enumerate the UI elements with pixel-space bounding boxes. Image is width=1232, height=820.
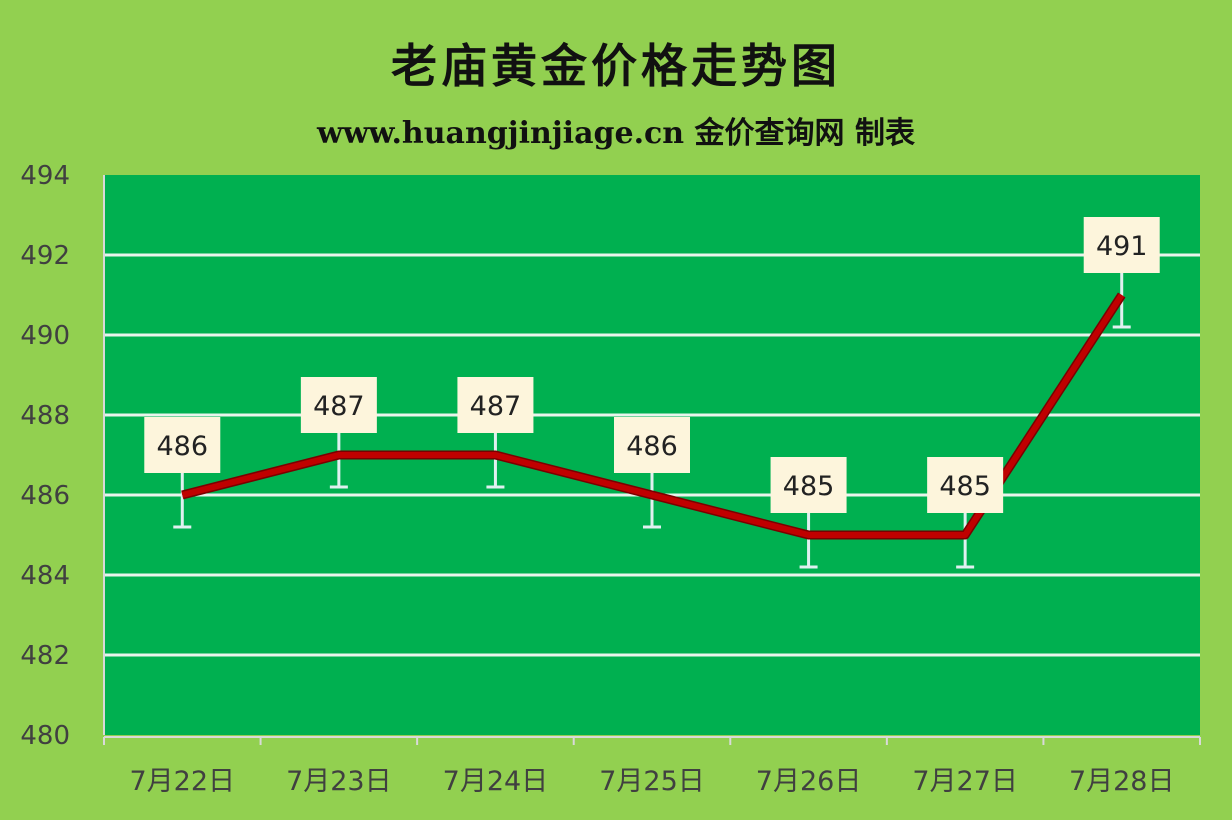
data-label-box: [1083, 217, 1160, 273]
x-tick-label: 7月26日: [756, 766, 862, 797]
data-label: 486: [157, 431, 209, 462]
y-tick-label: 486: [20, 481, 70, 511]
y-tick-label: 484: [20, 561, 70, 591]
y-tick-label: 480: [20, 721, 70, 751]
x-tick-label: 7月28日: [1069, 766, 1175, 797]
chart-title: 老庙黄金价格走势图: [391, 39, 841, 93]
data-label: 487: [470, 391, 522, 422]
series-line: [181, 293, 1125, 538]
data-label: 491: [1096, 231, 1148, 262]
data-label-box: [770, 457, 847, 513]
y-tick-label: 492: [20, 241, 70, 271]
data-label-box: [457, 377, 534, 433]
data-label-box: [144, 417, 221, 473]
data-label: 485: [783, 471, 835, 502]
x-tick-label: 7月27日: [912, 766, 1018, 797]
data-label-box: [300, 377, 377, 433]
data-label: 486: [626, 431, 678, 462]
x-tick-label: 7月25日: [599, 766, 705, 797]
data-label-box: [614, 417, 690, 473]
y-tick-label: 494: [20, 161, 70, 191]
x-tick-label: 7月22日: [130, 766, 236, 797]
y-tick-label: 490: [20, 321, 70, 351]
chart-subtitle: www.huangjinjiage.cn 金价查询网 制表: [317, 116, 915, 151]
x-tick-label: 7月23日: [286, 766, 392, 797]
x-tick-label: 7月24日: [443, 766, 549, 797]
data-label: 485: [939, 471, 991, 502]
y-tick-label: 482: [20, 641, 70, 671]
data-label-box: [927, 457, 1004, 513]
data-label: 487: [313, 391, 365, 422]
y-tick-label: 488: [20, 401, 70, 431]
